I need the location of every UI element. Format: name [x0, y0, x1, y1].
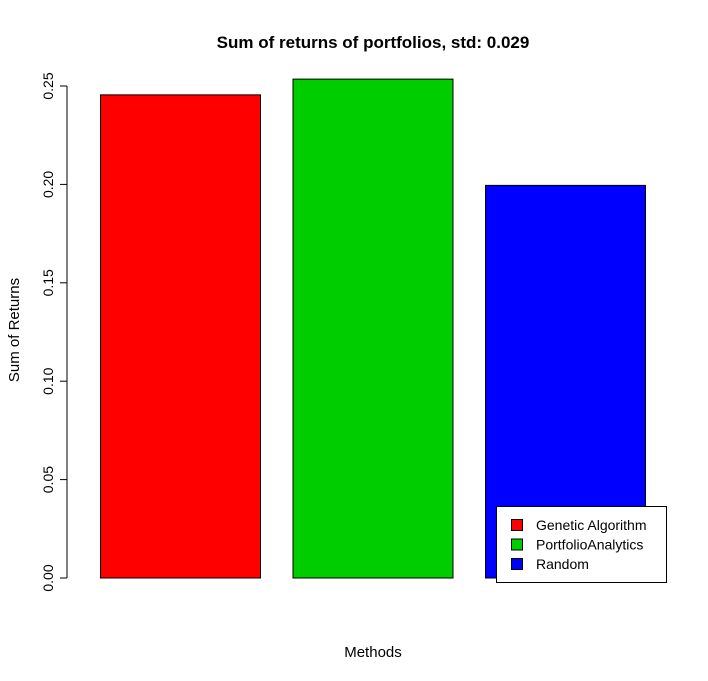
y-tick-label: 0.15	[40, 269, 56, 296]
y-tick-label: 0.05	[40, 466, 56, 493]
legend-box	[496, 506, 667, 583]
legend-entry: Random	[536, 556, 589, 572]
legend-swatch	[511, 519, 523, 531]
y-axis-label: Sum of Returns	[6, 278, 23, 382]
y-tick-label: 0.00	[40, 564, 56, 591]
y-axis: 0.00 0.05 0.10 0.15 0.20 0.25	[40, 72, 68, 592]
bars	[100, 78, 646, 579]
bar-genetic-algorithm	[100, 94, 261, 579]
y-tick-label: 0.25	[40, 72, 56, 99]
legend: Genetic Algorithm PortfolioAnalytics Rando…	[496, 506, 667, 583]
legend-swatch	[511, 558, 523, 570]
legend-entry: PortfolioAnalytics	[536, 537, 643, 553]
chart-title: Sum of returns of portfolios, std: 0.029	[217, 33, 530, 52]
y-tick-label: 0.10	[40, 367, 56, 394]
bar-portfolioanalytics	[292, 78, 454, 579]
x-axis-label: Methods	[344, 644, 402, 661]
legend-entry: Genetic Algorithm	[536, 517, 647, 533]
legend-swatch	[511, 538, 523, 551]
y-tick-label: 0.20	[40, 171, 56, 198]
